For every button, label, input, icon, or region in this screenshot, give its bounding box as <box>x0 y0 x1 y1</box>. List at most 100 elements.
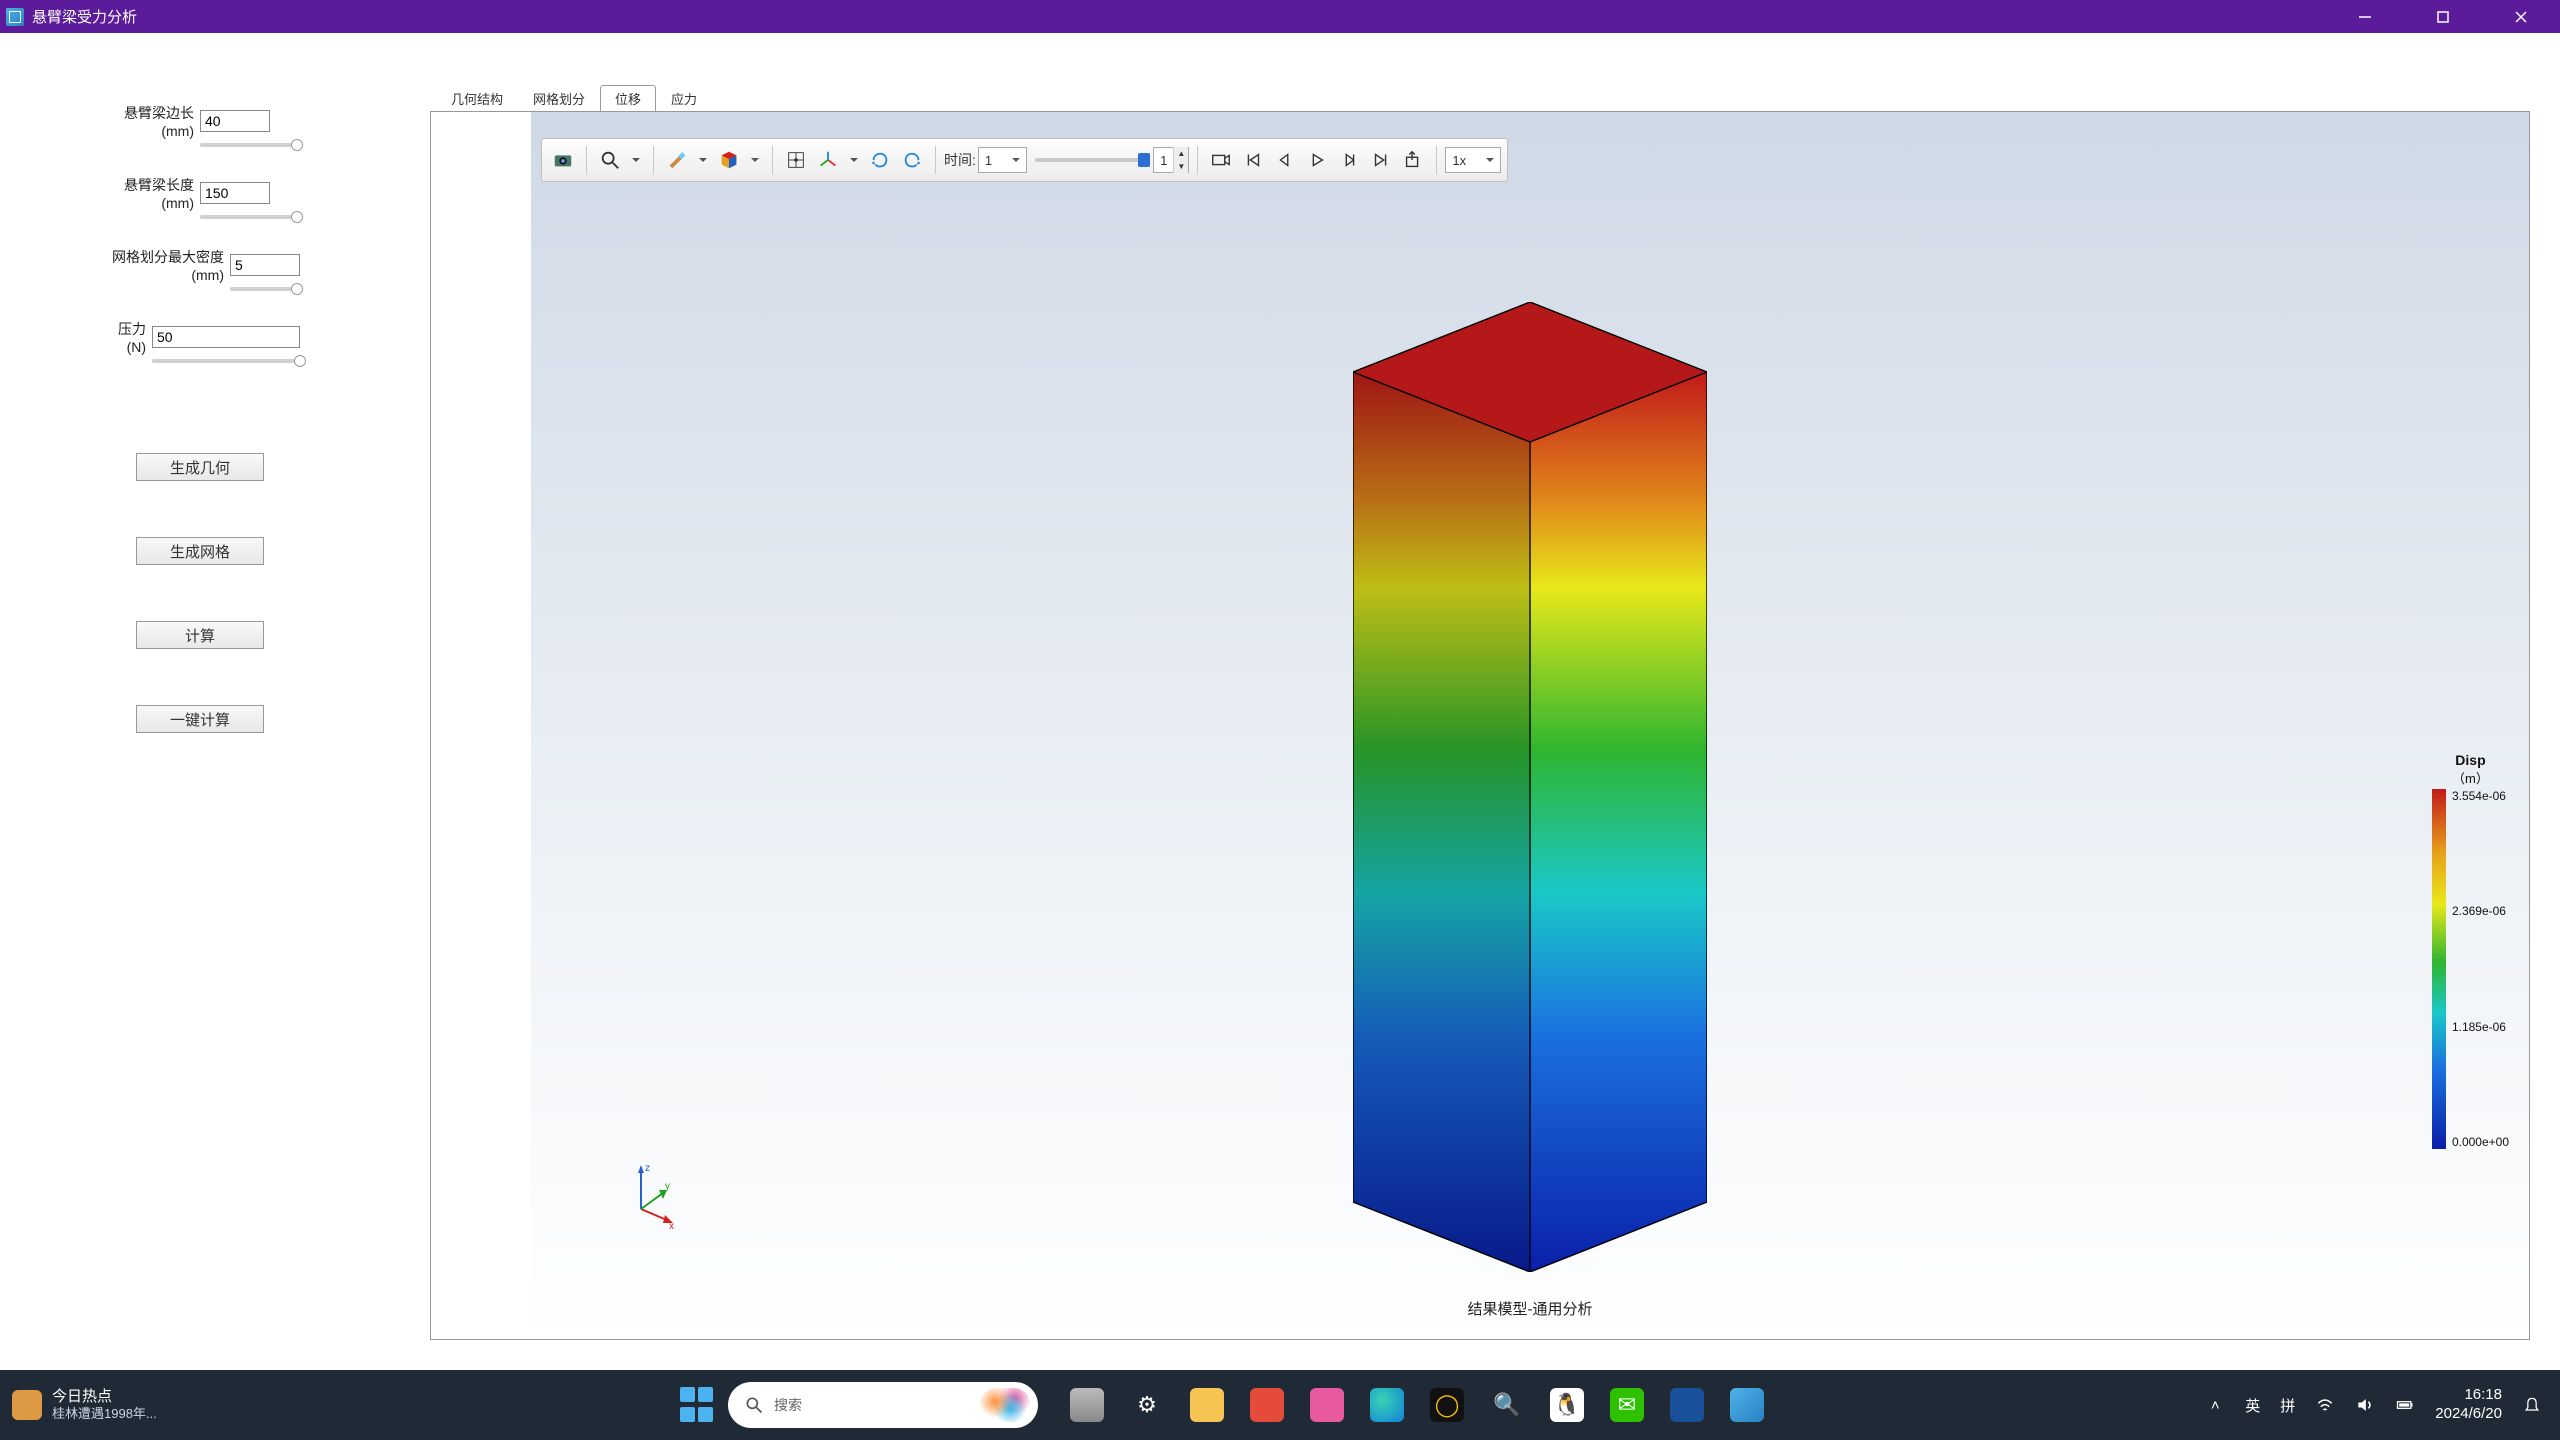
legend-bar <box>2432 789 2446 1149</box>
beam-length-slider[interactable] <box>200 215 297 219</box>
system-tray: ˄ 英 拼 16:18 2024/6/20 <box>2205 1386 2560 1424</box>
current-app-icon[interactable] <box>1730 1388 1764 1422</box>
skip-start-icon[interactable] <box>1238 145 1268 175</box>
generate-geometry-button[interactable]: 生成几何 <box>136 453 264 481</box>
speed-combo[interactable]: 1x <box>1445 147 1501 173</box>
app-yellow-icon[interactable]: ◯ <box>1430 1388 1464 1422</box>
beam-model <box>1353 302 1707 1272</box>
window-title: 悬臂梁受力分析 <box>32 6 137 27</box>
play-icon[interactable] <box>1302 145 1332 175</box>
axis-triad: z x y <box>621 1159 681 1229</box>
news-title: 今日热点 <box>52 1387 157 1407</box>
skip-end-icon[interactable] <box>1366 145 1396 175</box>
app-red-icon[interactable] <box>1250 1388 1284 1422</box>
taskbar: 今日热点 桂林遭遇1998年... 搜索 ⚙ ◯ 🔍 🐧 ✉ ˄ 英 拼 <box>0 1370 2560 1440</box>
pressure-input[interactable] <box>152 326 300 348</box>
tray-chevron-icon[interactable]: ˄ <box>2205 1395 2225 1415</box>
tab-0[interactable]: 几何结构 <box>436 85 518 111</box>
explorer-icon[interactable] <box>1190 1388 1224 1422</box>
one-click-button[interactable]: 一键计算 <box>136 705 264 733</box>
mesh-max-input[interactable] <box>230 254 300 276</box>
svg-text:x: x <box>669 1221 674 1229</box>
news-badge-icon <box>12 1390 42 1420</box>
legend-min: 0.000e+00 <box>2452 1135 2509 1149</box>
legend-unit: （m） <box>2432 768 2509 787</box>
export-icon[interactable] <box>1398 145 1428 175</box>
cube-icon[interactable] <box>714 145 744 175</box>
frame-spinner[interactable]: 1▲▼ <box>1153 147 1189 173</box>
controls-panel: 悬臂梁边长(mm) 悬臂梁长度(mm) 网格划分最大密度(mm) 压力(N) 生… <box>0 33 430 1370</box>
taskbar-clock[interactable]: 16:18 2024/6/20 <box>2435 1386 2502 1424</box>
start-button[interactable] <box>680 1387 716 1423</box>
tab-3[interactable]: 应力 <box>656 85 712 111</box>
taskbar-search[interactable]: 搜索 <box>728 1382 1038 1428</box>
clock-time: 16:18 <box>2435 1386 2502 1405</box>
wifi-icon[interactable] <box>2315 1395 2335 1415</box>
tab-1[interactable]: 网格划分 <box>518 85 600 111</box>
generate-mesh-button[interactable]: 生成网格 <box>136 537 264 565</box>
video-icon[interactable] <box>1206 145 1236 175</box>
settings-icon[interactable]: ⚙ <box>1130 1388 1164 1422</box>
close-button[interactable] <box>2482 0 2560 33</box>
time-label: 时间: <box>944 150 976 170</box>
app-search-icon[interactable]: 🔍 <box>1490 1388 1524 1422</box>
news-subtitle: 桂林遭遇1998年... <box>52 1406 157 1423</box>
search-placeholder: 搜索 <box>774 1395 802 1415</box>
legend-q1: 1.185e-06 <box>2452 1020 2509 1034</box>
time-combo[interactable]: 1 <box>978 147 1027 173</box>
brush-icon[interactable] <box>662 145 692 175</box>
tab-2[interactable]: 位移 <box>600 85 656 111</box>
titlebar: 悬臂梁受力分析 <box>0 0 2560 33</box>
axes-icon[interactable] <box>813 145 843 175</box>
rotate-cw-icon[interactable] <box>865 145 895 175</box>
viewer-frame: 时间: 1 1▲▼ 1x <box>430 111 2530 1340</box>
tabs-bar: 几何结构网格划分位移应力 <box>436 87 2530 111</box>
camera-icon[interactable] <box>548 145 578 175</box>
viewer-3d[interactable]: 时间: 1 1▲▼ 1x <box>531 112 2529 1339</box>
edge-length-input[interactable] <box>200 110 270 132</box>
legend-q3: 2.369e-06 <box>2452 904 2509 918</box>
maximize-button[interactable] <box>2404 0 2482 33</box>
magnifier-dropdown[interactable] <box>627 154 645 166</box>
ime-lang[interactable]: 英 <box>2245 1395 2260 1416</box>
qq-icon[interactable]: 🐧 <box>1550 1388 1584 1422</box>
search-decoration-icon <box>980 1388 1030 1422</box>
app-blue-icon[interactable] <box>1670 1388 1704 1422</box>
brush-dropdown[interactable] <box>694 154 712 166</box>
mesh-max-label: 网格划分最大密度(mm) <box>100 247 230 283</box>
taskbar-apps: ⚙ ◯ 🔍 🐧 ✉ <box>1070 1388 1764 1422</box>
legend-title: Disp <box>2432 752 2509 768</box>
axes-dropdown[interactable] <box>845 154 863 166</box>
calculate-button[interactable]: 计算 <box>136 621 264 649</box>
taskview-icon[interactable] <box>1070 1388 1104 1422</box>
clock-date: 2024/6/20 <box>2435 1405 2502 1424</box>
grid-icon[interactable] <box>781 145 811 175</box>
wechat-icon[interactable]: ✉ <box>1610 1388 1644 1422</box>
notifications-icon[interactable] <box>2522 1395 2542 1415</box>
edge-length-slider[interactable] <box>200 143 297 147</box>
svg-text:z: z <box>645 1163 650 1174</box>
battery-icon[interactable] <box>2395 1395 2415 1415</box>
beam-length-input[interactable] <box>200 182 270 204</box>
rotate-ccw-icon[interactable] <box>897 145 927 175</box>
step-back-icon[interactable] <box>1270 145 1300 175</box>
ime-mode[interactable]: 拼 <box>2280 1395 2295 1416</box>
taskbar-news[interactable]: 今日热点 桂林遭遇1998年... <box>0 1387 310 1423</box>
edge-length-label: 悬臂梁边长(mm) <box>100 103 200 139</box>
search-icon <box>744 1395 764 1415</box>
app-pink-icon[interactable] <box>1310 1388 1344 1422</box>
magnifier-icon[interactable] <box>595 145 625 175</box>
color-legend: Disp （m） 3.554e-06 2.369e-06 1.185e-06 0… <box>2432 752 2509 1149</box>
step-forward-icon[interactable] <box>1334 145 1364 175</box>
svg-text:y: y <box>665 1181 670 1192</box>
pressure-slider[interactable] <box>152 359 300 363</box>
minimize-button[interactable] <box>2326 0 2404 33</box>
legend-max: 3.554e-06 <box>2452 789 2509 803</box>
edge-icon[interactable] <box>1370 1388 1404 1422</box>
viewer-caption: 结果模型-通用分析 <box>1468 1298 1593 1319</box>
volume-icon[interactable] <box>2355 1395 2375 1415</box>
time-slider[interactable] <box>1035 158 1145 162</box>
pressure-label: 压力(N) <box>100 319 152 355</box>
mesh-max-slider[interactable] <box>230 287 297 291</box>
cube-dropdown[interactable] <box>746 154 764 166</box>
